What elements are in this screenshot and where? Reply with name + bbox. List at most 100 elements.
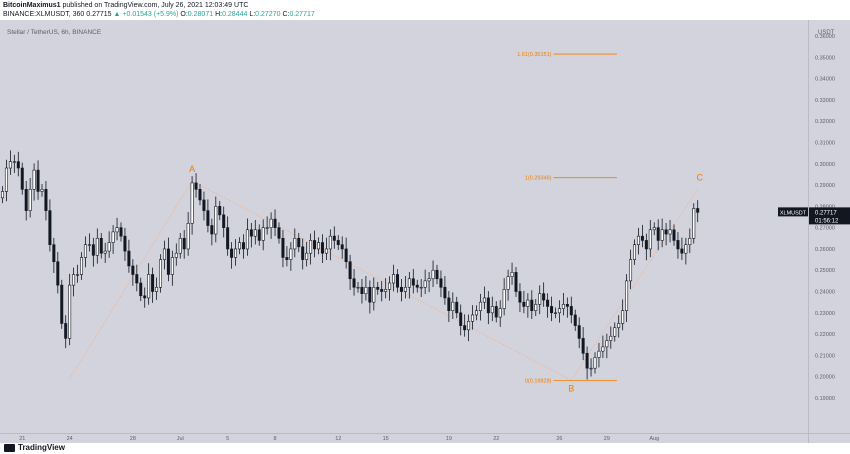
price-symbol-text: XLMUSDT (780, 210, 807, 216)
chart-plot-area[interactable] (0, 20, 808, 433)
candle-body (451, 301, 455, 311)
candle (316, 237, 320, 255)
y-tick-label: 0.32000 (815, 119, 835, 125)
candle (399, 278, 403, 302)
candle (514, 267, 518, 297)
candle (526, 293, 530, 318)
candle-body (28, 189, 32, 211)
candle-body (95, 237, 99, 256)
candle (241, 234, 245, 259)
candle-body (364, 286, 368, 294)
candle (4, 159, 8, 202)
candle-body (581, 338, 585, 354)
candle (162, 240, 166, 270)
candle-body (585, 352, 589, 369)
y-tick-label: 0.35000 (815, 55, 835, 61)
x-tick-label: 21 (19, 436, 25, 442)
candle (20, 162, 24, 195)
candle (577, 317, 581, 349)
footer: TradingView (0, 443, 850, 454)
candle-body (459, 312, 463, 326)
candle-body (277, 227, 281, 239)
price-axis[interactable] (808, 20, 850, 433)
candle (159, 254, 163, 293)
candle (593, 352, 597, 374)
candle-body (522, 301, 526, 307)
candle (546, 293, 550, 318)
current-price-text: 0.27717 (815, 210, 837, 216)
candle (131, 259, 135, 286)
x-tick-label: 15 (383, 436, 389, 442)
candle (40, 183, 44, 197)
publisher-name[interactable]: BitcoinMaximus1 (3, 2, 61, 9)
close-value: 0.27717 (289, 11, 315, 18)
candle-body (360, 286, 364, 294)
time-axis[interactable] (0, 433, 808, 443)
candle (313, 230, 317, 258)
candle-body (510, 272, 514, 277)
candle (80, 252, 84, 280)
candle-body (245, 229, 249, 250)
candle (273, 209, 277, 236)
candle (324, 237, 328, 261)
candle-body (324, 248, 328, 254)
candle (376, 281, 380, 295)
candle (565, 297, 569, 318)
y-tick-label: 0.23000 (815, 311, 835, 317)
candle (119, 222, 123, 242)
candle-body (407, 278, 411, 288)
candle-body (162, 248, 166, 260)
candle (557, 300, 561, 323)
x-tick-label: 24 (67, 436, 73, 442)
candle-body (514, 272, 518, 292)
candle (190, 176, 194, 235)
candle (490, 296, 494, 322)
candle (388, 276, 392, 301)
candle-body (186, 223, 190, 250)
countdown-text: 01:56:12 (815, 218, 839, 224)
candle (83, 236, 87, 268)
candle (672, 224, 676, 246)
candle (538, 285, 542, 315)
candle-body (72, 274, 76, 286)
candle (384, 278, 388, 299)
candle-body (257, 229, 261, 241)
candle-body (384, 289, 388, 292)
candle (123, 227, 127, 261)
x-tick-label: 26 (556, 436, 562, 442)
candle (368, 280, 372, 314)
y-tick-label: 0.24000 (815, 290, 835, 296)
candle (640, 224, 644, 248)
candle (261, 219, 265, 251)
low-label: L: (249, 11, 256, 18)
candle (419, 278, 423, 298)
candle (478, 293, 482, 321)
symbol-label: BINANCE:XLMUSDT, 360 (3, 11, 85, 18)
tradingview-logo[interactable]: TradingView (4, 443, 65, 452)
candle (455, 296, 459, 319)
candle (249, 222, 253, 248)
candle-body (534, 304, 538, 311)
candle-body (656, 227, 660, 241)
x-tick-label: 29 (604, 436, 610, 442)
candle-body (12, 161, 16, 163)
candle-body (40, 189, 44, 192)
candle (427, 271, 431, 293)
candle (265, 216, 269, 235)
ohlc-line: BINANCE:XLMUSDT, 360 0.27715 ▲ +0.01543 … (3, 10, 315, 19)
candle (494, 301, 498, 323)
currency-label: USDT (818, 30, 835, 36)
candle (107, 231, 111, 258)
close-label: C: (282, 11, 290, 18)
candle (226, 216, 230, 256)
candle-body (115, 227, 119, 233)
candle (431, 260, 435, 288)
candle-body (506, 276, 510, 290)
candle-body (530, 299, 534, 311)
candle-body (297, 237, 301, 248)
candle-body (605, 340, 609, 348)
candle-body (127, 250, 131, 267)
publisher-line: BitcoinMaximus1 published on TradingView… (3, 1, 248, 10)
candle (293, 228, 297, 258)
